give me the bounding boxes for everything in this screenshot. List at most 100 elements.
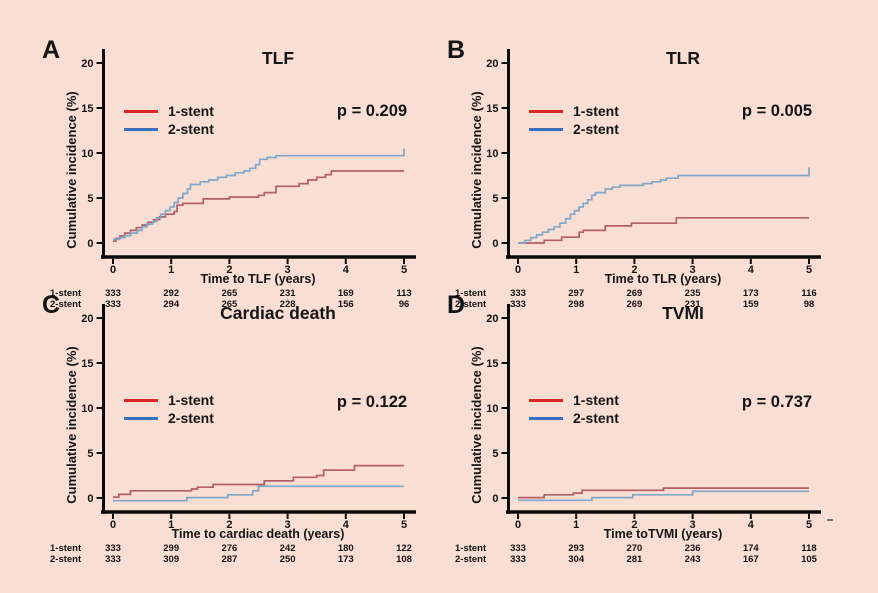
at-risk-row-label: 2-stent [455,299,487,310]
at-risk-count: 180 [337,543,354,554]
legend-label: 2-stent [168,410,214,426]
at-risk-count: 156 [337,299,354,310]
numbers-at-risk-table: 1-stent 333 292 265 231 169 113 2-stent 333 29… [28,288,453,314]
legend-label: 2-stent [168,121,214,137]
x-tick-label: 5 [401,519,407,531]
x-tick-label: 3 [690,264,696,276]
plot-area: 0 5 10 15 20 0 1 2 3 4 5 [486,49,821,276]
at-risk-count: 333 [510,299,526,310]
y-tick-label: 0 [87,493,93,505]
at-risk-count: 270 [626,543,643,554]
curve-2-stent [113,485,404,502]
legend-line-red [124,109,158,113]
x-tick-label: 3 [285,264,291,276]
at-risk-count: 299 [163,543,180,554]
numbers-at-risk-table: 1-stent 333 297 269 235 173 116 2-stent 333 29… [433,288,858,314]
p-value-label: p = 0.005 [741,102,813,120]
at-risk-count: 287 [221,554,238,565]
curve-2-stent [518,167,810,244]
at-risk-count: 116 [801,288,817,299]
x-tick-label: 4 [748,264,755,276]
legend: 1-stent 2-stent [529,391,619,427]
at-risk-row-label: 1-stent [50,288,82,299]
legend-label: 1-stent [573,392,619,408]
at-risk-row: 1-stent 333 292 265 231 169 113 [28,288,453,299]
x-tick-label: 1 [573,519,579,531]
curve-2-stent [113,148,405,241]
y-tick-label: 15 [486,103,498,115]
x-axis-title: Time to TLR (years) [604,272,722,286]
at-risk-count: 159 [742,299,759,310]
numbers-at-risk-table: 1-stent 333 299 276 242 180 122 2-stent 333 30… [28,543,453,569]
panel-cardiac-death: C Cardiac death Cumulative incidence (%)… [28,291,453,569]
legend-line-red [124,398,158,402]
at-risk-count: 173 [742,288,759,299]
y-tick-label: 20 [81,313,93,325]
y-tick-label: 15 [81,103,93,115]
legend-line-blue [124,127,158,131]
at-risk-count: 169 [337,288,354,299]
x-tick-label: 3 [690,519,696,531]
at-risk-count: 309 [163,554,180,565]
y-tick-label: 10 [486,148,498,160]
at-risk-count: 333 [105,299,121,310]
panel-letter: A [42,36,61,64]
at-risk-row: 2-stent 333 304 281 243 167 105 [433,554,858,565]
at-risk-row-label: 1-stent [455,288,487,299]
at-risk-count: 96 [398,299,410,310]
at-risk-count: 333 [105,543,121,554]
x-tick-label: 0 [515,264,521,276]
y-tick-label: 5 [492,448,498,460]
at-risk-count: 294 [163,299,180,310]
legend: 1-stent 2-stent [529,102,619,138]
at-risk-count: 297 [568,288,585,299]
y-tick-label: 0 [492,493,498,505]
x-tick-label: 1 [168,519,174,531]
at-risk-count: 243 [684,554,701,565]
panel-tlr: B TLR Cumulative incidence (%) p = 0.005… [433,36,858,314]
at-risk-count: 122 [396,543,412,554]
at-risk-row-label: 2-stent [455,554,487,565]
at-risk-count: 293 [568,543,585,554]
x-tick-label: 5 [806,519,812,531]
legend-item-1-stent: 1-stent [124,391,214,409]
p-value-label: p = 0.122 [336,393,408,411]
numbers-at-risk-table: 1-stent 333 293 270 236 174 118 2-stent 333 30… [433,543,858,569]
legend-line-red [529,109,563,113]
plot-area: 0 5 10 15 20 0 1 2 3 4 5 [486,304,833,531]
x-tick-label: 0 [110,264,116,276]
y-tick-label: 0 [492,238,498,250]
x-tick-label: 4 [343,519,350,531]
legend-label: 1-stent [168,392,214,408]
at-risk-count: 333 [510,288,526,299]
legend-label: 1-stent [168,103,214,119]
y-tick-label: 5 [492,193,498,205]
at-risk-row: 1-stent 333 297 269 235 173 116 [433,288,858,299]
at-risk-count: 231 [279,288,296,299]
at-risk-count: 236 [684,543,701,554]
y-tick-label: 15 [486,358,498,370]
x-tick-label: 1 [168,264,174,276]
at-risk-count: 118 [801,543,817,554]
plot-area: 0 5 10 15 20 0 1 2 3 4 5 [81,304,416,531]
at-risk-count: 113 [396,288,412,299]
chart-title: TLF [261,48,295,68]
curve-1-stent [518,487,809,499]
legend-item-2-stent: 2-stent [529,120,619,138]
x-tick-label: 5 [806,264,812,276]
at-risk-count: 333 [510,543,526,554]
legend-item-2-stent: 2-stent [124,120,214,138]
x-tick-label: 3 [285,519,291,531]
legend-item-1-stent: 1-stent [529,102,619,120]
legend-line-blue [529,416,563,420]
curve-1-stent [518,216,809,244]
x-tick-label: 5 [401,264,407,276]
y-tick-label: 10 [486,403,498,415]
panel-tlf: A TLF Cumulative incidence (%) p = 0.209… [28,36,453,314]
legend: 1-stent 2-stent [124,102,214,138]
at-risk-count: 235 [684,288,701,299]
at-risk-count: 174 [742,543,759,554]
at-risk-count: 333 [105,288,121,299]
x-tick-label: 1 [573,264,579,276]
